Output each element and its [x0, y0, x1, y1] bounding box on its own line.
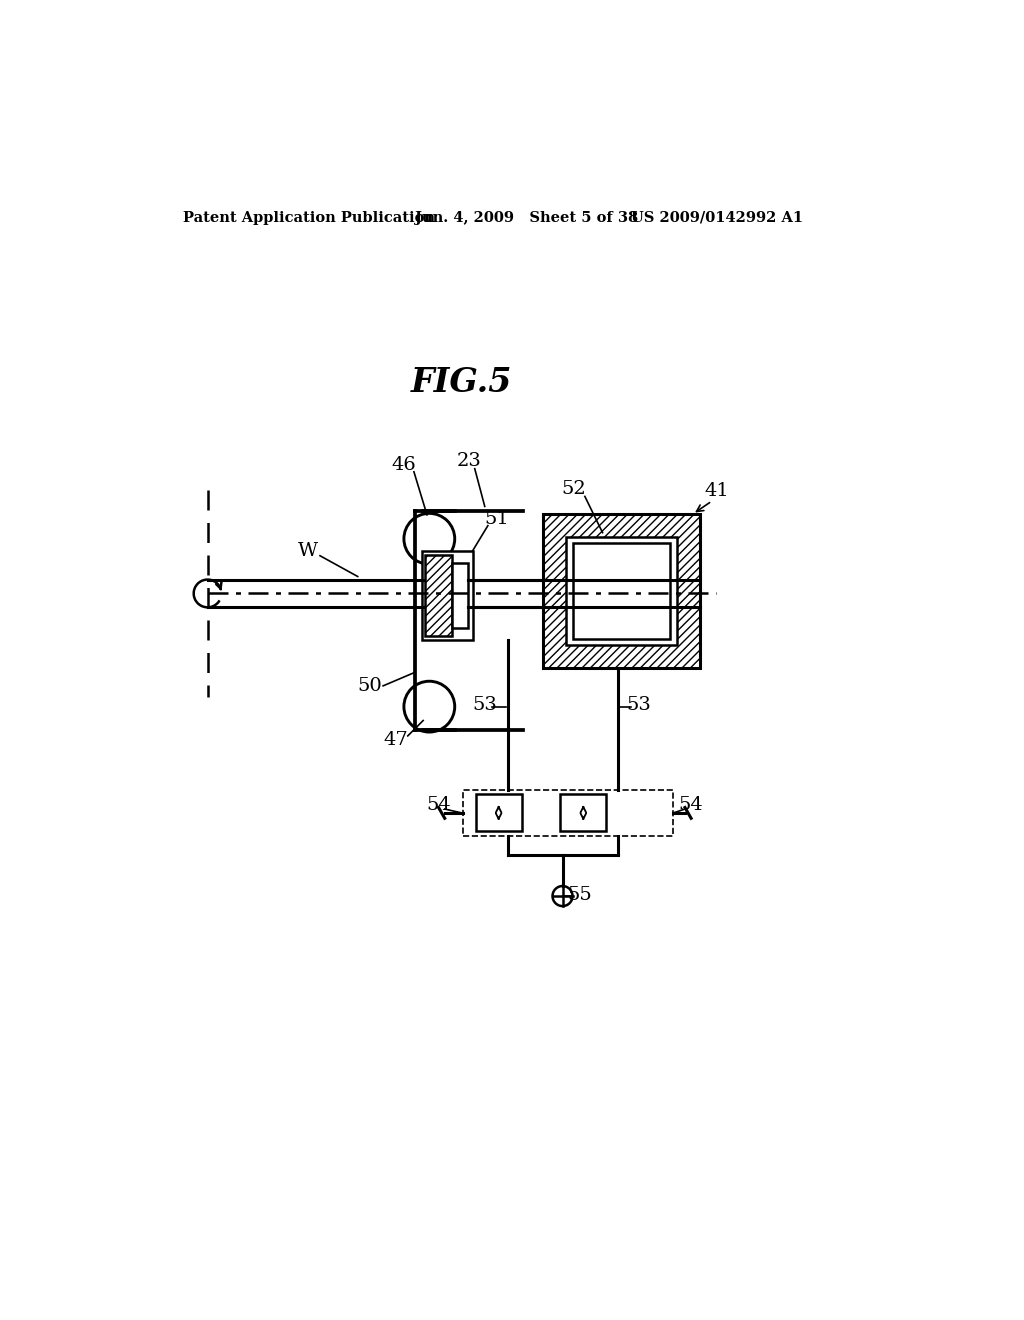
- Bar: [422, 552, 473, 640]
- Text: W: W: [298, 543, 317, 560]
- Text: 41: 41: [705, 482, 730, 500]
- Text: 51: 51: [484, 510, 509, 528]
- Text: 50: 50: [357, 677, 382, 694]
- Bar: [543, 515, 700, 668]
- Text: 23: 23: [457, 451, 482, 470]
- Bar: [573, 544, 670, 639]
- Text: 52: 52: [561, 480, 586, 499]
- Text: FIG.5: FIG.5: [411, 367, 512, 400]
- Text: 54: 54: [426, 796, 451, 814]
- Bar: [475, 795, 521, 832]
- Bar: [463, 789, 674, 836]
- Text: 46: 46: [391, 455, 417, 474]
- Text: 54: 54: [679, 796, 703, 814]
- Text: 55: 55: [567, 886, 592, 903]
- Text: US 2009/0142992 A1: US 2009/0142992 A1: [631, 211, 803, 224]
- Text: Patent Application Publication: Patent Application Publication: [183, 211, 435, 224]
- Text: 53: 53: [627, 696, 651, 714]
- Bar: [425, 554, 453, 636]
- Text: 47: 47: [384, 731, 409, 748]
- Bar: [565, 537, 677, 645]
- Text: 53: 53: [472, 696, 498, 714]
- Text: Jun. 4, 2009   Sheet 5 of 38: Jun. 4, 2009 Sheet 5 of 38: [416, 211, 639, 224]
- Bar: [453, 562, 468, 628]
- Bar: [560, 795, 606, 832]
